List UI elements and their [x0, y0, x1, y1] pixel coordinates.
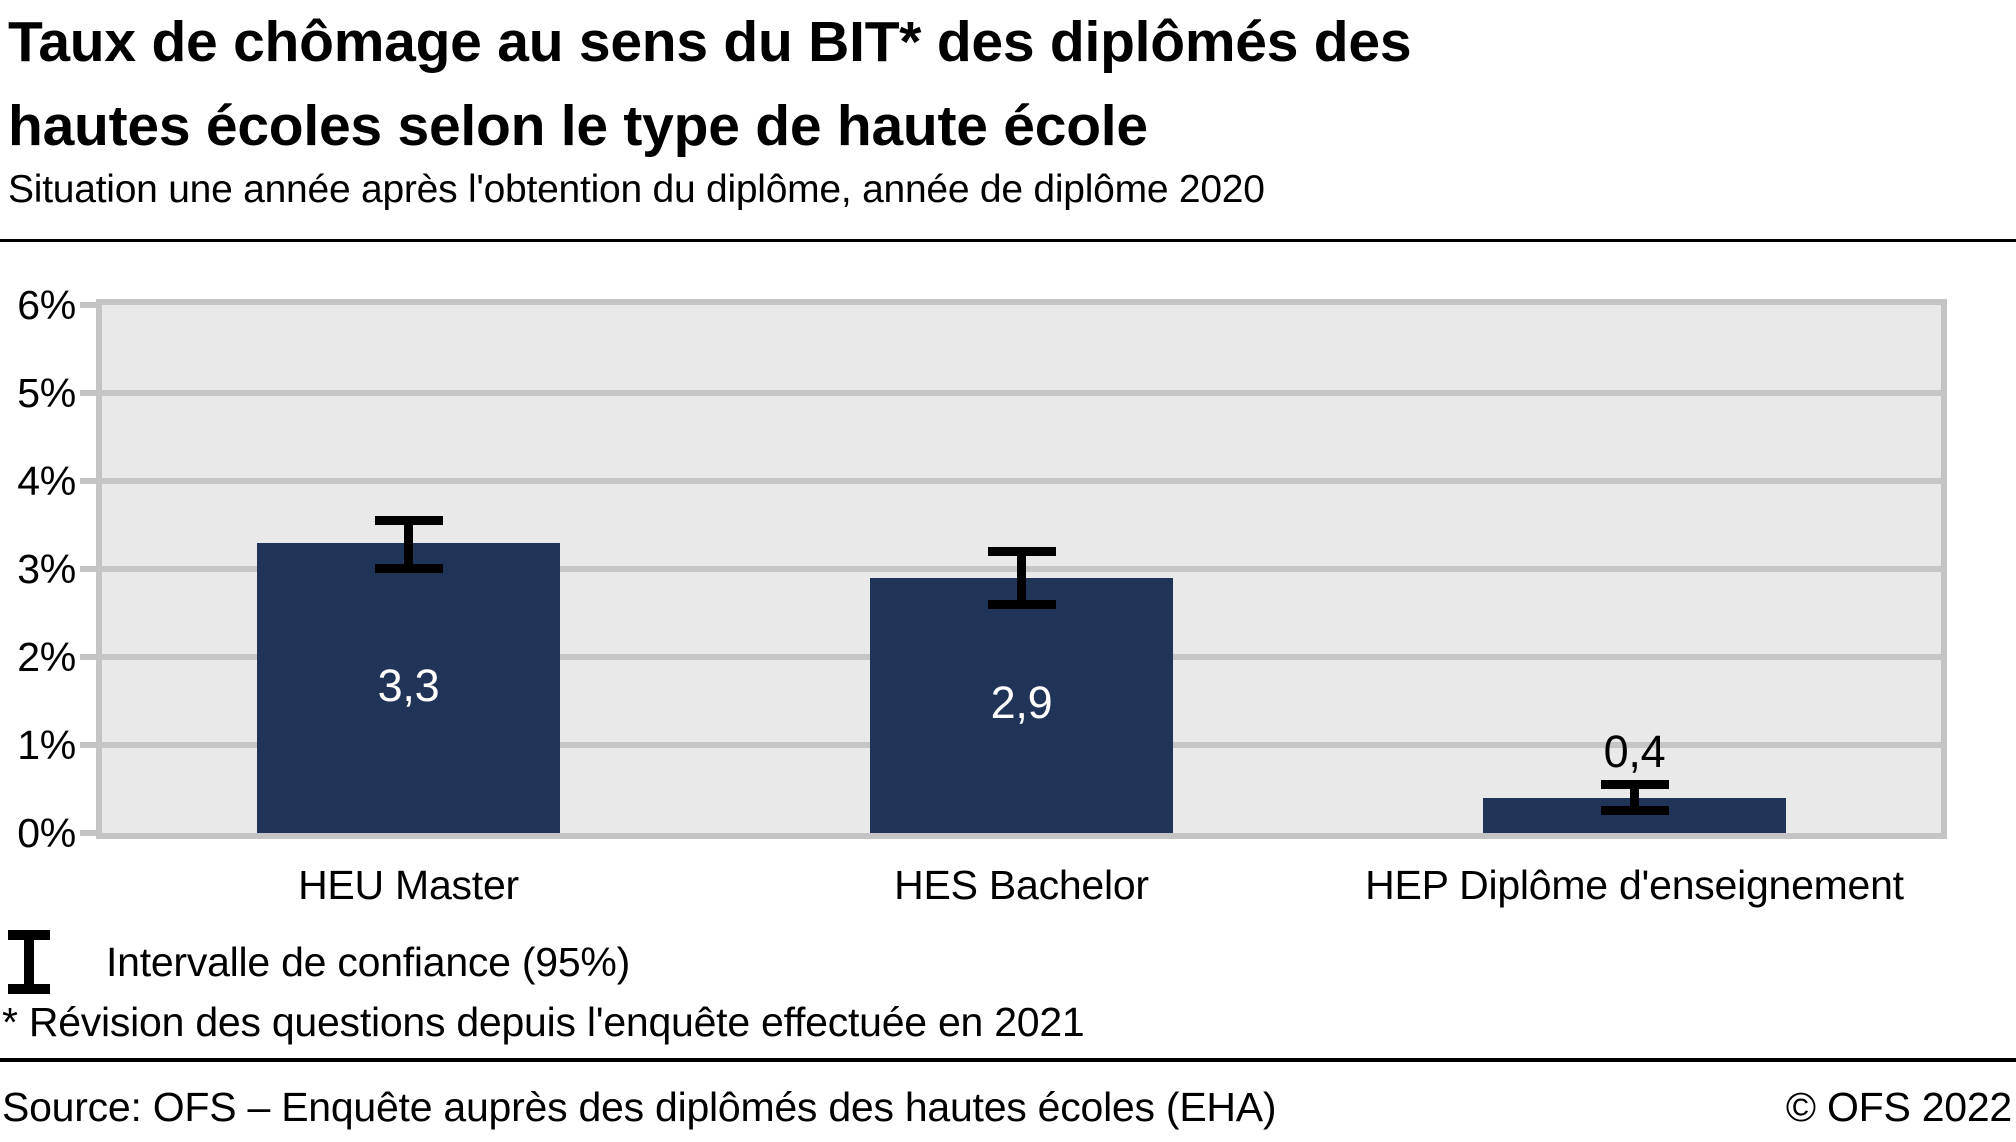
footnote: * Révision des questions depuis l'enquêt… [2, 999, 1085, 1045]
x-category-label-hep-dipl-me-d-enseignement: HEP Diplôme d'enseignement [1365, 862, 1904, 908]
copyright-text: © OFS 2022 [1785, 1084, 2012, 1130]
chart-subtitle: Situation une année après l'obtention du… [8, 168, 1265, 211]
legend: Intervalle de confiance (95%) [8, 928, 630, 996]
error-bar-icon [8, 930, 50, 994]
chart-title: Taux de chômage au sens du BIT* des dipl… [8, 0, 1998, 168]
bar-heu-master [257, 542, 560, 833]
error-bar-cap-bottom [374, 564, 443, 574]
source-text: Source: OFS – Enquête auprès des diplômé… [2, 1084, 1277, 1130]
footer-divider [0, 1058, 2016, 1062]
error-bar-stem [1630, 784, 1639, 812]
y-tick-label-1pct: 1% [17, 722, 76, 768]
header-divider [0, 239, 2016, 242]
value-label-hep-dipl-me-d-enseignement: 0,4 [1603, 725, 1666, 777]
value-label-heu-master: 3,3 [377, 659, 440, 711]
x-category-label-heu-master: HEU Master [298, 862, 519, 908]
error-bar-heu-master [374, 516, 443, 574]
y-tick-4pct [80, 478, 96, 484]
bar-hes-bachelor [870, 577, 1173, 833]
gridline-5pct [102, 390, 1941, 396]
y-tick-label-2pct: 2% [17, 634, 76, 680]
chart-title-line2: hautes écoles selon le type de haute éco… [8, 94, 1148, 158]
y-tick-label-6pct: 6% [17, 282, 76, 328]
x-category-label-hes-bachelor: HES Bachelor [894, 862, 1149, 908]
error-bar-cap-bottom [987, 599, 1056, 609]
error-bar-cap-bottom [1600, 806, 1669, 816]
error-bar-icon-stem [24, 935, 34, 989]
error-bar-hes-bachelor [987, 546, 1056, 609]
plot-area: 3,3 2,9 0,4 [96, 299, 1947, 839]
error-bar-hep-dipl-me-d-enseignement [1600, 780, 1669, 816]
y-tick-2pct [80, 654, 96, 660]
y-tick-3pct [80, 566, 96, 572]
legend-label: Intervalle de confiance (95%) [106, 939, 631, 985]
y-tick-label-5pct: 5% [17, 370, 76, 416]
value-label-hes-bachelor: 2,9 [990, 677, 1053, 729]
y-tick-0pct [80, 830, 96, 836]
error-bar-stem [404, 520, 413, 570]
chart: 0% 1% 2% 3% 4% 5% 6% 3,3 2,9 0,4 HEU Master HES B… [0, 282, 2016, 919]
y-tick-6pct [80, 302, 96, 308]
y-tick-label-0pct: 0% [17, 810, 76, 856]
gridline-4pct [102, 478, 1941, 484]
error-bar-stem [1017, 550, 1026, 605]
x-axis: HEU Master HES Bachelor HEP Diplôme d'ense… [0, 859, 2016, 911]
error-bar-icon-cap-bottom [8, 984, 50, 994]
chart-title-line1: Taux de chômage au sens du BIT* des dipl… [8, 10, 1412, 74]
y-axis: 0% 1% 2% 3% 4% 5% 6% [0, 282, 102, 856]
y-tick-label-4pct: 4% [17, 458, 76, 504]
y-tick-1pct [80, 742, 96, 748]
y-tick-label-3pct: 3% [17, 546, 76, 592]
y-tick-5pct [80, 390, 96, 396]
